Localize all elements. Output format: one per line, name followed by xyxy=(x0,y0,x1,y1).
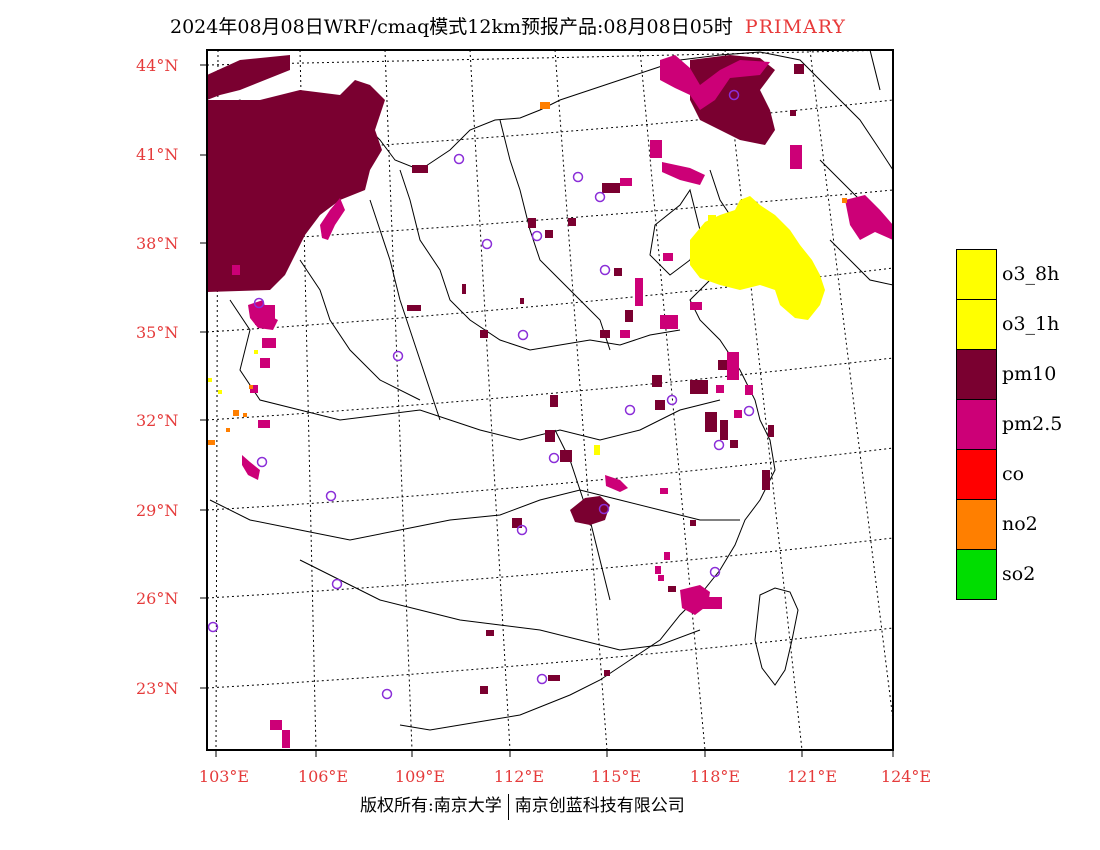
lat-label-38: 38°N xyxy=(136,234,179,253)
lon-label-112: 112°E xyxy=(493,767,545,786)
legend-swatch xyxy=(956,449,997,500)
map-frame xyxy=(206,49,894,751)
legend-label: co xyxy=(1002,463,1025,485)
pm10-areas xyxy=(207,55,804,694)
lat-label-29: 29°N xyxy=(136,501,179,520)
lon-label-106: 106°E xyxy=(297,767,349,786)
lon-label-115: 115°E xyxy=(590,767,642,786)
legend-swatch xyxy=(956,349,997,400)
legend-swatch xyxy=(956,399,997,450)
city-markers xyxy=(207,89,755,700)
legend-swatch xyxy=(956,249,997,300)
legend-swatch xyxy=(956,499,997,550)
copyright-footer: 版权所有:南京大学 南京创蓝科技有限公司 xyxy=(360,791,685,820)
title-main: 2024年08月08日WRF/cmaq模式12km预报产品:08月08日05时 xyxy=(170,16,733,38)
lat-label-26: 26°N xyxy=(136,589,179,608)
legend-label: pm2.5 xyxy=(1002,413,1063,435)
legend-label: pm10 xyxy=(1002,363,1057,385)
chart-title: 2024年08月08日WRF/cmaq模式12km预报产品:08月08日05时 P… xyxy=(170,12,846,39)
o3-areas xyxy=(208,196,825,455)
lat-label-23: 23°N xyxy=(136,679,179,698)
lat-label-32: 32°N xyxy=(136,411,179,430)
lon-label-109: 109°E xyxy=(394,767,446,786)
footer-separator xyxy=(507,793,509,820)
lon-label-118: 118°E xyxy=(689,767,741,786)
lon-label-124: 124°E xyxy=(880,767,932,786)
lon-label-103: 103°E xyxy=(198,767,250,786)
lon-label-121: 121°E xyxy=(786,767,838,786)
title-primary-tag: PRIMARY xyxy=(744,16,846,38)
lat-label-44: 44°N xyxy=(136,56,179,75)
pm25-areas xyxy=(232,55,893,748)
legend-swatch xyxy=(956,299,997,350)
copyright-left: 版权所有:南京大学 xyxy=(360,796,502,816)
axis-ticks xyxy=(200,64,894,757)
legend-label: no2 xyxy=(1002,513,1038,535)
legend-swatch xyxy=(956,549,997,600)
legend-label: so2 xyxy=(1002,563,1036,585)
no2-areas xyxy=(207,102,847,445)
lat-label-35: 35°N xyxy=(136,323,179,342)
legend-label: o3_1h xyxy=(1002,313,1060,335)
legend-label: o3_8h xyxy=(1002,263,1060,285)
lat-label-41: 41°N xyxy=(136,145,179,164)
copyright-right: 南京创蓝科技有限公司 xyxy=(514,796,685,816)
